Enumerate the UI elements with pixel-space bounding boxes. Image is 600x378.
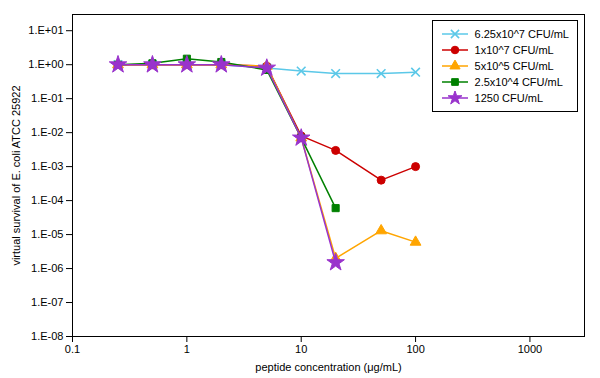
svg-text:100: 100 bbox=[406, 343, 424, 355]
svg-text:peptide concentration (μg/mL): peptide concentration (μg/mL) bbox=[255, 361, 401, 373]
svg-text:1.E-02: 1.E-02 bbox=[31, 126, 63, 138]
svg-text:1.E-06: 1.E-06 bbox=[31, 262, 63, 274]
svg-text:1000: 1000 bbox=[518, 343, 542, 355]
svg-text:10: 10 bbox=[295, 343, 307, 355]
svg-text:1.E-08: 1.E-08 bbox=[31, 330, 63, 342]
svg-text:1.E-03: 1.E-03 bbox=[31, 160, 63, 172]
svg-text:1.E-07: 1.E-07 bbox=[31, 296, 63, 308]
svg-text:0.1: 0.1 bbox=[65, 343, 80, 355]
svg-text:1.E+00: 1.E+00 bbox=[28, 58, 63, 70]
svg-text:1.E+01: 1.E+01 bbox=[28, 24, 63, 36]
html-text:6.25x10^7 CFU/mL: 6.25x10^7 CFU/mL bbox=[474, 28, 569, 40]
html-text:1250 CFU/mL: 1250 CFU/mL bbox=[474, 92, 543, 104]
html-text:2.5x10^4 CFU/mL: 2.5x10^4 CFU/mL bbox=[474, 76, 563, 88]
svg-text:1.E-01: 1.E-01 bbox=[31, 92, 63, 104]
html-text:5x10^5 CFU/mL: 5x10^5 CFU/mL bbox=[474, 60, 554, 72]
svg-text:1: 1 bbox=[184, 343, 190, 355]
html-text:1x10^7 CFU/mL: 1x10^7 CFU/mL bbox=[474, 44, 554, 56]
svg-text:virtual survival of E. coli AT: virtual survival of E. coli ATCC 25922 bbox=[10, 85, 22, 265]
svg-text:1.E-04: 1.E-04 bbox=[31, 194, 63, 206]
svg-text:1.E-05: 1.E-05 bbox=[31, 228, 63, 240]
